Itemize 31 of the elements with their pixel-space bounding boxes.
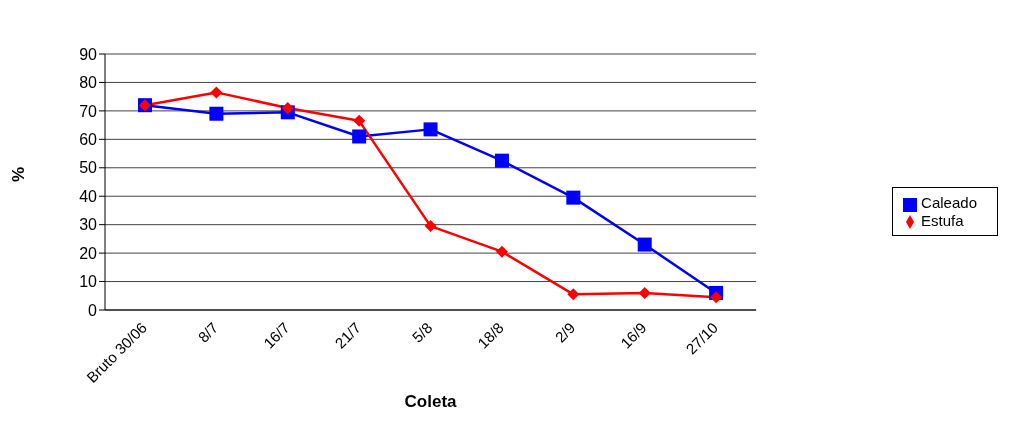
point — [637, 237, 652, 252]
y-tick-label: 90 — [79, 45, 98, 63]
x-tick-label: 8/7 — [194, 318, 222, 346]
y-tick-label: 60 — [79, 131, 98, 149]
point — [567, 288, 580, 301]
y-tick-label: 20 — [79, 244, 98, 262]
point — [495, 245, 508, 258]
y-tick-label: 0 — [88, 301, 98, 319]
point — [210, 86, 223, 99]
y-tick-label: 30 — [79, 216, 98, 234]
point — [209, 106, 224, 121]
legend-label: Estufa — [921, 211, 964, 229]
point — [281, 102, 294, 115]
y-tick-label: 80 — [79, 74, 98, 92]
y-tick-label: 50 — [79, 159, 98, 177]
y-axis-title: % — [9, 166, 29, 182]
y-tick-label: 40 — [79, 187, 98, 205]
point — [494, 153, 509, 168]
point — [423, 122, 438, 137]
point — [424, 220, 437, 233]
x-tick-label: 2/9 — [551, 318, 579, 346]
point — [353, 114, 366, 127]
legend-label: Caleado — [921, 194, 977, 212]
point — [710, 291, 723, 304]
y-tick-label: 10 — [79, 273, 98, 291]
point — [638, 286, 651, 299]
point — [566, 190, 581, 205]
x-axis-title: Coleta — [404, 392, 458, 411]
point — [352, 129, 367, 144]
x-tick-label: 5/8 — [408, 318, 436, 346]
y-tick-label: 70 — [79, 102, 98, 120]
